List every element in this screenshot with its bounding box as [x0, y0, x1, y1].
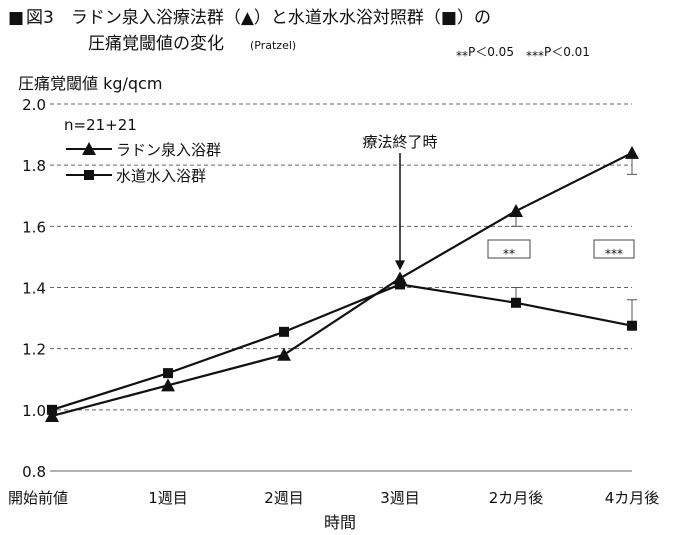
point-radon-4 [509, 204, 523, 218]
significance-label-2months: ⁎⁎ [503, 243, 515, 257]
x-tick-label-3: 3週目 [380, 489, 420, 507]
treatment-end-arrowhead [395, 260, 405, 271]
point-radon-1 [161, 378, 175, 392]
figure-title-line1: 図3 ラドン泉入浴療法群（▲）と水道水水浴対照群（■）の [26, 8, 491, 28]
y-axis-label: 圧痛覚閾値 kg/qcm [18, 74, 162, 93]
point-radon-2 [277, 347, 291, 361]
legend-square-marker [84, 170, 94, 180]
series-line-radon [51, 151, 633, 418]
title-marker: ■ [8, 8, 24, 28]
data-series [45, 145, 639, 422]
legend-label-radon: ラドン泉入浴群 [116, 141, 221, 159]
point-tapwater-3 [395, 279, 405, 290]
y-tick-label-6: 0.8 [22, 463, 46, 481]
legend: n=21+21 ラドン泉入浴群 水道水入浴群 [64, 116, 221, 185]
x-axis-label: 時間 [324, 513, 356, 532]
x-tick-label-4: 2カ月後 [489, 489, 544, 507]
x-tick-label-1: 1週目 [148, 489, 188, 507]
significance-label-4months: ⁎⁎⁎ [605, 243, 623, 257]
series-line-tapwater [51, 283, 633, 411]
point-tapwater-2 [279, 326, 289, 337]
x-tick-label-2: 2週目 [264, 489, 304, 507]
point-tapwater-4 [511, 297, 521, 308]
grid-lines [50, 103, 632, 472]
point-tapwater-0 [47, 404, 57, 415]
point-radon-5 [625, 145, 639, 159]
treatment-end-label: 療法終了時 [362, 133, 437, 151]
significance-box-4months: ⁎⁎⁎ [593, 239, 635, 259]
y-tick-label-5: 1.0 [22, 402, 46, 420]
y-tick-label-1: 1.8 [22, 157, 46, 175]
point-tapwater-5 [627, 320, 637, 331]
point-tapwater-1 [163, 368, 173, 379]
legend-n-label: n=21+21 [64, 116, 137, 134]
legend-triangle-marker [82, 142, 96, 155]
significance-legend: ⁎⁎P＜0.05 ⁎⁎⁎P＜0.01 [456, 45, 590, 59]
point-radon-0 [45, 408, 59, 422]
y-tick-label-0: 2.0 [22, 96, 46, 114]
y-tick-label-3: 1.4 [22, 280, 46, 298]
x-tick-label-5: 4カ月後 [605, 489, 660, 507]
figure-source: (Pratzel) [250, 39, 296, 52]
legend-label-tapwater: 水道水入浴群 [116, 167, 206, 185]
y-tick-labels: 2.0 1.8 1.6 1.4 1.2 1.0 0.8 [22, 96, 46, 481]
x-tick-label-0: 開始前値 [8, 489, 68, 507]
x-tick-labels: 開始前値 1週目 2週目 3週目 2カ月後 4カ月後 [8, 489, 659, 507]
error-bars [511, 152, 637, 326]
y-tick-label-2: 1.6 [22, 218, 46, 236]
y-tick-label-4: 1.2 [22, 341, 46, 359]
significance-box-2months: ⁎⁎ [487, 239, 531, 259]
figure-title-line2: 圧痛覚閾値の変化 [88, 34, 224, 54]
